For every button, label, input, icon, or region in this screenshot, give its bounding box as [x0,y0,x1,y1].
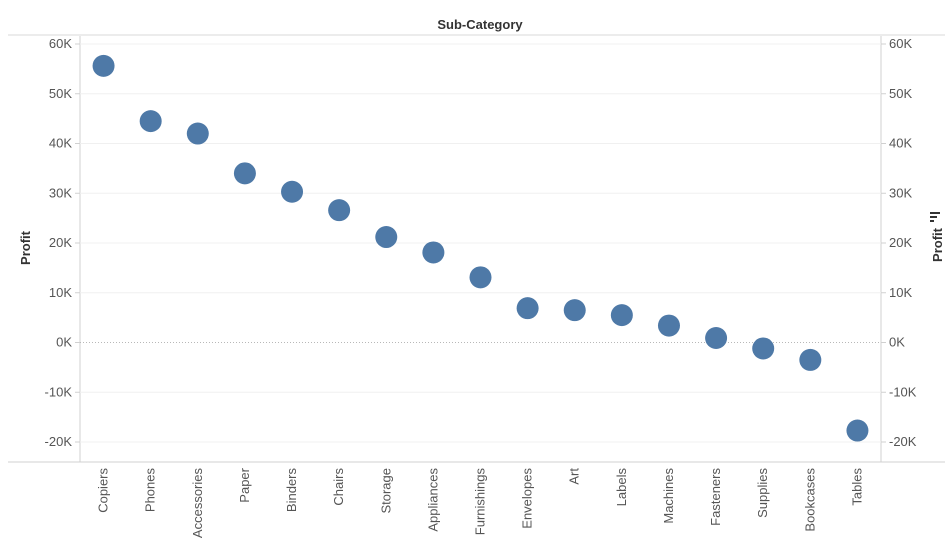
sort-descending-icon[interactable] [930,212,940,222]
data-point[interactable] [328,199,351,222]
y-tick-label-right: -20K [889,434,917,449]
y-tick-label-right: 40K [889,136,912,151]
data-point[interactable] [799,348,822,371]
y-tick-label-right: 50K [889,86,912,101]
data-point[interactable] [846,419,869,442]
y-axis-right: 60K 50K 40K 30K 20K 10K 0K -10K -20K [881,36,917,449]
x-tick-label: Appliances [425,468,440,532]
y-tick-label-left: 10K [49,285,72,300]
data-point[interactable] [657,314,680,337]
data-point[interactable] [186,122,209,145]
data-point[interactable] [610,304,633,327]
x-tick-label: Accessories [190,468,205,539]
data-point[interactable] [705,327,728,350]
data-point[interactable] [422,241,445,264]
y-tick-label-right: 20K [889,235,912,250]
y-tick-label-left: 20K [49,235,72,250]
x-tick-label: Machines [661,468,676,524]
y-tick-label-left: 60K [49,36,72,51]
data-point[interactable] [139,110,162,133]
y-tick-label-left: 0K [56,335,72,350]
y-tick-label-right: -10K [889,384,917,399]
gridlines [80,43,881,443]
y-tick-label-right: 0K [889,335,905,350]
y-tick-label-left: -10K [45,384,73,399]
x-tick-label: Furnishings [473,468,488,536]
x-tick-label: Supplies [755,468,770,518]
y-tick-label-left: -20K [45,434,73,449]
y-tick-label-left: 50K [49,86,72,101]
data-point[interactable] [752,337,775,360]
x-tick-label: Bookcases [802,468,817,532]
y-tick-label-left: 30K [49,185,72,200]
x-tick-label: Art [567,468,582,485]
x-tick-label: Paper [237,467,252,502]
x-tick-label: Phones [143,468,158,513]
data-point[interactable] [469,266,492,289]
y-tick-label-right: 60K [889,36,912,51]
chart-title: Sub-Category [437,17,523,32]
x-tick-label: Tables [849,468,864,506]
x-axis: Copiers Phones Accessories Paper Binders Chai… [96,467,865,538]
x-tick-label: Envelopes [520,468,535,529]
y-tick-label-right: 10K [889,285,912,300]
data-point[interactable] [375,226,398,249]
y-axis-left: 60K 50K 40K 30K 20K 10K 0K -10K -20K [45,36,80,449]
y-axis-title-right: Profit [930,227,945,262]
x-tick-label: Storage [378,468,393,514]
data-point[interactable] [516,297,539,320]
x-tick-label: Labels [614,468,629,507]
x-tick-label: Chairs [331,468,346,506]
data-point[interactable] [233,162,256,185]
x-tick-label: Binders [284,468,299,513]
x-tick-label: Fasteners [708,468,723,526]
y-tick-label-left: 40K [49,136,72,151]
y-axis-title-left: Profit [18,230,33,265]
y-tick-label-right: 30K [889,185,912,200]
data-point[interactable] [281,180,304,203]
x-tick-label: Copiers [96,468,111,513]
data-point[interactable] [563,299,586,322]
data-point[interactable] [92,54,115,77]
data-points [92,54,869,442]
